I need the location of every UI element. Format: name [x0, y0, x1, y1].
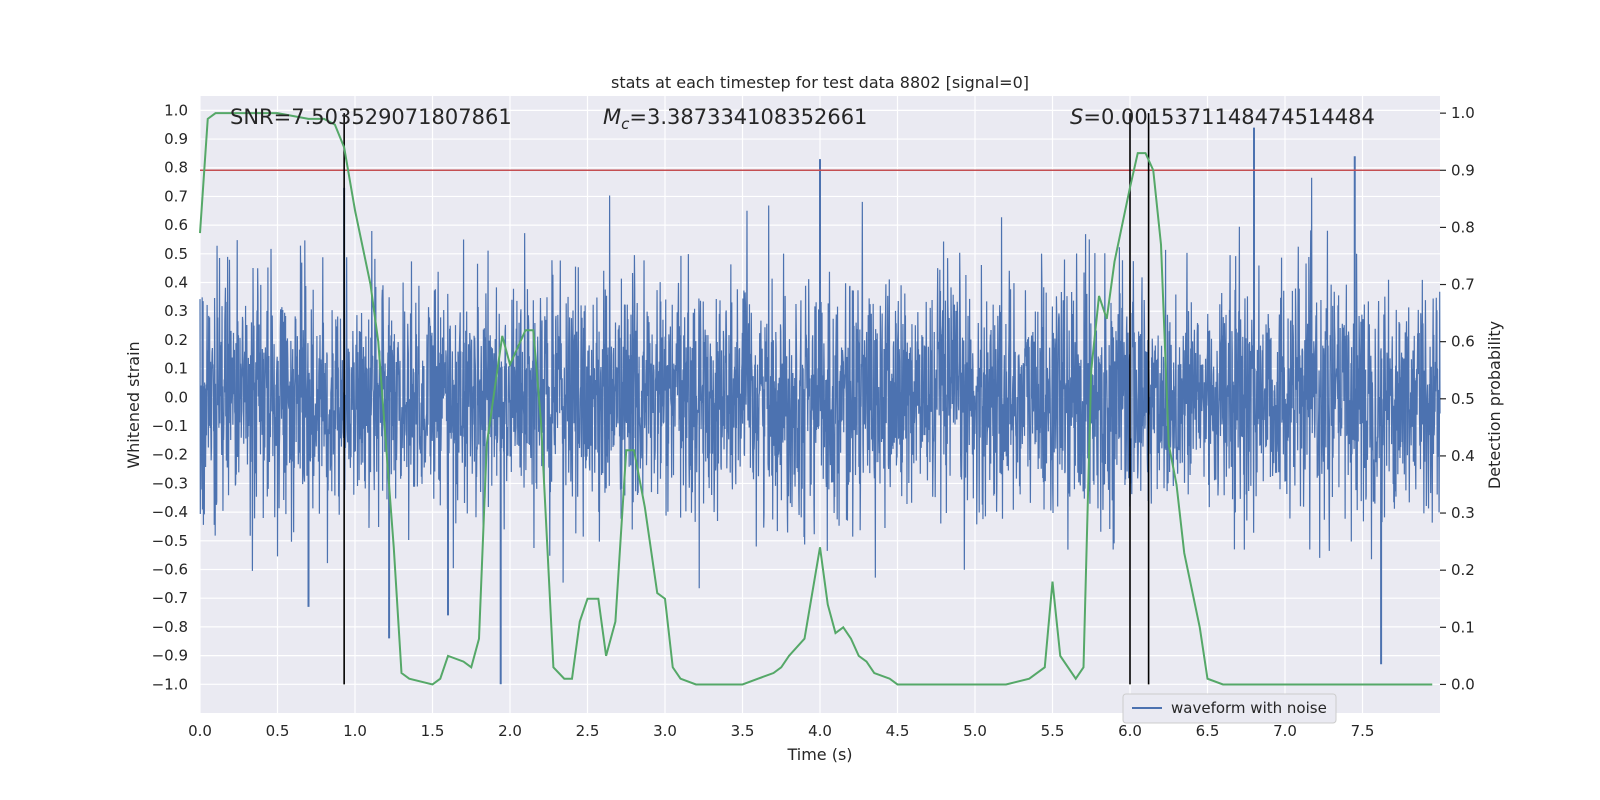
y2-tick-label: 0.7: [1451, 276, 1475, 294]
x-tick-label: 6.0: [1118, 722, 1142, 740]
s-value: =0.0015371148474514484: [1083, 105, 1375, 129]
y-tick-label: −0.1: [152, 417, 188, 435]
x-tick-label: 0.0: [188, 722, 212, 740]
x-tick-label: 7.5: [1351, 722, 1375, 740]
x-tick-label: 5.5: [1041, 722, 1065, 740]
chart-title: stats at each timestep for test data 880…: [611, 73, 1029, 92]
s-symbol: S: [1070, 105, 1083, 129]
chirp-mass-subscript: c: [621, 115, 630, 133]
y-tick-label: −0.9: [152, 647, 188, 665]
y-tick-label: 0.0: [164, 388, 188, 406]
y-tick-label: 0.9: [164, 130, 188, 148]
legend-label: waveform with noise: [1171, 699, 1327, 717]
y-tick-label: −0.6: [152, 561, 188, 579]
y-tick-label: 0.2: [164, 331, 188, 349]
y-axis-label: Whitened strain: [124, 341, 143, 468]
x-tick-label: 7.0: [1273, 722, 1297, 740]
x-tick-label: 5.0: [963, 722, 987, 740]
y-tick-label: −0.7: [152, 589, 188, 607]
x-tick-label: 4.5: [886, 722, 910, 740]
y-axis-ticks: 1.0 0.9 0.8 0.7 0.6 0.5 0.4 0.3 0.2 0.1 0.0 −0.1 −0.…: [152, 101, 188, 693]
y-tick-label: −0.8: [152, 618, 188, 636]
s-annotation: S=0.0015371148474514484: [1070, 105, 1375, 129]
y2-tick-label: 0.1: [1451, 618, 1475, 636]
y2-tick-label: 0.0: [1451, 675, 1475, 693]
y-tick-label: −0.4: [152, 503, 188, 521]
x-tick-label: 6.5: [1196, 722, 1220, 740]
chirp-mass-symbol: M: [603, 105, 621, 129]
x-tick-label: 1.5: [421, 722, 445, 740]
snr-annotation: SNR=7.503529071807861: [230, 105, 512, 129]
y2-tick-label: 0.2: [1451, 561, 1475, 579]
y-tick-label: −0.3: [152, 474, 188, 492]
x-axis-ticks: 0.0 0.5 1.0 1.5 2.0 2.5 3.0 3.5 4.0 4.5 5.0 5.5 6.0 6…: [188, 722, 1374, 740]
y2-tick-label: 0.4: [1451, 447, 1475, 465]
y2-tick-label: 1.0: [1451, 104, 1475, 122]
x-tick-label: 3.0: [653, 722, 677, 740]
y-tick-label: 0.6: [164, 216, 188, 234]
y2-tick-label: 0.9: [1451, 161, 1475, 179]
chirp-mass-value: =3.387334108352661: [629, 105, 867, 129]
x-tick-label: 4.0: [808, 722, 832, 740]
y-tick-label: 1.0: [164, 101, 188, 119]
x-tick-label: 0.5: [266, 722, 290, 740]
y-tick-label: −0.5: [152, 532, 188, 550]
y2-tick-label: 0.5: [1451, 390, 1475, 408]
legend: waveform with noise: [1122, 693, 1337, 724]
x-tick-label: 1.0: [343, 722, 367, 740]
y2-tick-label: 0.6: [1451, 333, 1475, 351]
y-tick-label: 0.7: [164, 187, 188, 205]
detection-probability-series: [199, 112, 1433, 686]
chirp-mass-annotation: Mc=3.387334108352661: [603, 105, 867, 133]
x-tick-label: 3.5: [731, 722, 755, 740]
y-tick-label: 0.1: [164, 360, 188, 378]
y2-axis-label: Detection probability: [1485, 321, 1504, 489]
y2-tick-label: 0.8: [1451, 218, 1475, 236]
y2-axis-ticks: 1.0 0.9 0.8 0.7 0.6 0.5 0.4 0.3 0.2 0.1 0.0: [1440, 104, 1475, 693]
y-tick-label: −0.2: [152, 446, 188, 464]
y-tick-label: 0.5: [164, 245, 188, 263]
legend-box: [1122, 693, 1337, 724]
y-tick-label: 0.4: [164, 274, 188, 292]
x-tick-label: 2.0: [498, 722, 522, 740]
y-tick-label: −1.0: [152, 675, 188, 693]
y-tick-label: 0.3: [164, 302, 188, 320]
vertical-markers: [343, 113, 1150, 685]
x-axis-label: Time (s): [786, 745, 852, 764]
y2-tick-label: 0.3: [1451, 504, 1475, 522]
y-tick-label: 0.8: [164, 159, 188, 177]
x-tick-label: 2.5: [576, 722, 600, 740]
